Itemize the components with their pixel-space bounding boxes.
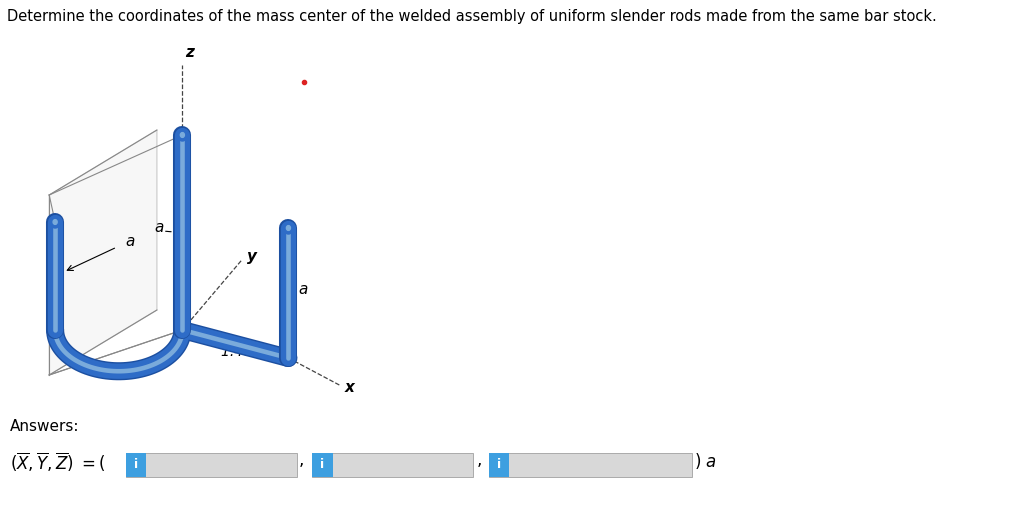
- Circle shape: [178, 129, 188, 141]
- Circle shape: [54, 219, 58, 224]
- Text: Determine the coordinates of the mass center of the welded assembly of uniform s: Determine the coordinates of the mass ce…: [7, 9, 936, 24]
- Text: $(\overline{X},\overline{Y},\overline{Z})$ $= ($: $(\overline{X},\overline{Y},\overline{Z}…: [10, 451, 106, 474]
- Text: 1.40 a: 1.40 a: [220, 345, 265, 359]
- Text: i: i: [497, 459, 501, 471]
- Text: i: i: [320, 459, 324, 471]
- Text: y: y: [246, 248, 257, 264]
- Text: a: a: [125, 234, 135, 248]
- Text: i: i: [133, 459, 137, 471]
- Text: ,: ,: [477, 451, 482, 469]
- Bar: [489, 453, 509, 477]
- Text: x: x: [344, 381, 355, 395]
- Text: $)\ a$: $)\ a$: [694, 451, 717, 471]
- Bar: [125, 453, 145, 477]
- Polygon shape: [49, 130, 157, 375]
- Text: z: z: [185, 45, 194, 60]
- Bar: [312, 453, 332, 477]
- Text: ,: ,: [299, 451, 304, 469]
- Circle shape: [181, 133, 185, 137]
- Text: a: a: [299, 282, 308, 297]
- Bar: [125, 453, 297, 477]
- Text: Answers:: Answers:: [10, 419, 80, 434]
- Bar: [312, 453, 474, 477]
- Circle shape: [284, 222, 294, 234]
- Circle shape: [287, 225, 291, 231]
- Circle shape: [50, 216, 61, 228]
- Text: a: a: [155, 219, 164, 235]
- Bar: [489, 453, 692, 477]
